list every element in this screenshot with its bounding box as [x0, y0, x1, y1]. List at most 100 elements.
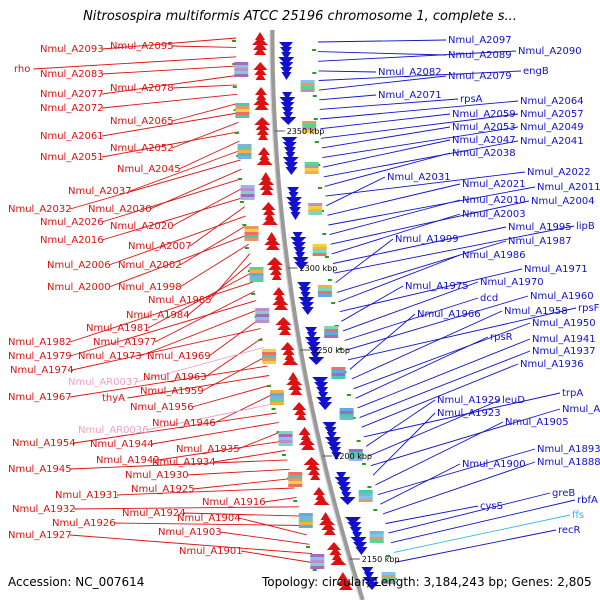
gene-label-right[interactable]: Nmul_A1900	[462, 459, 526, 470]
gene-label-left[interactable]: Nmul_A1934	[152, 457, 216, 468]
gene-label-right[interactable]: Nmul_A1970	[480, 277, 544, 288]
gene-label-left[interactable]: Nmul_A1935	[176, 444, 240, 455]
gene-label-right[interactable]: recR	[558, 525, 581, 536]
gene-label-left[interactable]: Nmul_A1931	[55, 490, 119, 501]
gene-label-right[interactable]: Nmul_A2041	[520, 136, 584, 147]
gene-label-right[interactable]: lipB	[576, 221, 595, 232]
gene-label-left[interactable]: Nmul_AR0036	[78, 425, 149, 436]
gene-label-right[interactable]: engB	[523, 66, 549, 77]
gene-label-left[interactable]: Nmul_A2030	[88, 204, 152, 215]
gene-label-left[interactable]: Nmul_A1974	[10, 365, 74, 376]
gene-label-right[interactable]: Nmul_A1999	[395, 234, 459, 245]
gene-label-right[interactable]: Nmul_A1958	[504, 306, 568, 317]
gene-label-left[interactable]: Nmul_A1930	[125, 470, 189, 481]
gene-label-left[interactable]: Nmul_A1985	[148, 295, 212, 306]
gene-label-right[interactable]: Nmul_A2064	[520, 96, 584, 107]
gene-label-right[interactable]: rpsR	[490, 332, 513, 343]
gene-label-left[interactable]: Nmul_A2000	[47, 282, 111, 293]
gene-label-left[interactable]: Nmul_A2051	[40, 152, 104, 163]
gene-label-right[interactable]: Nmul_A1936	[520, 359, 584, 370]
gene-label-left[interactable]: Nmul_A2045	[117, 164, 181, 175]
gene-label-left[interactable]: Nmul_A2002	[118, 260, 182, 271]
gene-label-left[interactable]: Nmul_A1946	[152, 418, 216, 429]
gene-label-right[interactable]: Nmul_A2089	[448, 50, 512, 61]
gene-label-right[interactable]: Nmul_A2022	[527, 167, 591, 178]
gene-label-right[interactable]: Nmul_A2049	[520, 122, 584, 133]
gene-label-right[interactable]: Nmul_A2038	[452, 148, 516, 159]
gene-label-right[interactable]: greB	[552, 488, 575, 499]
gene-label-left[interactable]: Nmul_A2020	[110, 221, 174, 232]
gene-label-left[interactable]: Nmul_A1956	[130, 402, 194, 413]
gene-label-left[interactable]: Nmul_A2095	[110, 41, 174, 52]
gene-label-right[interactable]: rbfA	[577, 495, 598, 506]
gene-label-left[interactable]: Nmul_A2052	[110, 143, 174, 154]
gene-label-left[interactable]: Nmul_A1973	[78, 351, 142, 362]
gene-label-left[interactable]: Nmul_A1903	[158, 527, 222, 538]
gene-label-left[interactable]: Nmul_A2016	[40, 235, 104, 246]
gene-label-left[interactable]: Nmul_A2061	[40, 131, 104, 142]
gene-label-right[interactable]: Nmul_A2082	[378, 67, 442, 78]
gene-label-right[interactable]: Nmul_A2059	[452, 109, 516, 120]
gene-label-right[interactable]: Nmul_A2071	[378, 90, 442, 101]
gene-label-left[interactable]: Nmul_A1954	[12, 438, 76, 449]
gene-label-left[interactable]: Nmul_A1963	[143, 372, 207, 383]
gene-label-left[interactable]: Nmul_A1932	[12, 504, 76, 515]
gene-label-left[interactable]: Nmul_A2037	[68, 186, 132, 197]
gene-label-left[interactable]: Nmul_A1984	[126, 310, 190, 321]
gene-label-left[interactable]: Nmul_A1982	[8, 337, 72, 348]
gene-label-left[interactable]: Nmul_A1942	[96, 455, 160, 466]
gene-label-left[interactable]: Nmul_A2093	[40, 44, 104, 55]
gene-label-right[interactable]: Nmul_A2090	[518, 46, 582, 57]
gene-label-left[interactable]: Nmul_A2077	[40, 89, 104, 100]
gene-label-right[interactable]: Nmul_A1941	[532, 334, 596, 345]
gene-label-left[interactable]: Nmul_A2065	[110, 116, 174, 127]
gene-label-left[interactable]: Nmul_A1967	[8, 392, 72, 403]
gene-label-right[interactable]: Nmul_A1960	[530, 291, 594, 302]
gene-label-right[interactable]: ffs	[572, 510, 584, 521]
gene-label-right[interactable]: Nmul_A2097	[448, 35, 512, 46]
gene-label-right[interactable]: Nmul_A1937	[532, 346, 596, 357]
gene-label-left[interactable]: Nmul_A1998	[118, 282, 182, 293]
gene-label-left[interactable]: Nmul_A1925	[131, 484, 195, 495]
gene-label-right[interactable]: Nmul_A2004	[531, 196, 595, 207]
gene-label-right[interactable]: Nmul_A2079	[448, 71, 512, 82]
gene-label-left[interactable]: Nmul_A2026	[40, 217, 104, 228]
gene-label-left[interactable]: Nmul_A2006	[47, 260, 111, 271]
gene-label-right[interactable]: Nmul_A1975	[405, 281, 469, 292]
gene-label-left[interactable]: Nmul_AR0037	[68, 377, 139, 388]
gene-label-left[interactable]: Nmul_A1977	[93, 337, 157, 348]
gene-label-right[interactable]: Nmul_A1971	[524, 264, 588, 275]
gene-label-left[interactable]: Nmul_A1927	[8, 530, 72, 541]
gene-label-right[interactable]: Nmul_A1908	[562, 404, 600, 415]
gene-label-left[interactable]: thyA	[102, 393, 125, 404]
gene-label-left[interactable]: Nmul_A1981	[86, 323, 150, 334]
gene-label-left[interactable]: Nmul_A1969	[147, 351, 211, 362]
gene-label-left[interactable]: Nmul_A2072	[40, 103, 104, 114]
gene-label-right[interactable]: Nmul_A2011	[537, 182, 600, 193]
gene-label-right[interactable]: rpsA	[460, 94, 483, 105]
gene-label-right[interactable]: Nmul_A1923	[437, 408, 501, 419]
gene-label-right[interactable]: Nmul_A1950	[532, 318, 596, 329]
gene-label-left[interactable]: Nmul_A1945	[8, 464, 72, 475]
gene-label-right[interactable]: Nmul_A2057	[520, 109, 584, 120]
gene-label-left[interactable]: rho	[14, 64, 30, 75]
gene-label-left[interactable]: Nmul_A1926	[52, 518, 116, 529]
gene-label-right[interactable]: Nmul_A2010	[462, 195, 526, 206]
gene-label-left[interactable]: Nmul_A2007	[128, 241, 192, 252]
gene-label-right[interactable]: leuD	[502, 395, 525, 406]
gene-label-right[interactable]: Nmul_A1966	[417, 309, 481, 320]
gene-label-right[interactable]: Nmul_A1987	[508, 236, 572, 247]
gene-label-left[interactable]: Nmul_A1901	[179, 546, 243, 557]
gene-label-right[interactable]: Nmul_A2047	[452, 135, 516, 146]
gene-label-left[interactable]: Nmul_A1924	[122, 508, 186, 519]
gene-label-right[interactable]: trpA	[562, 388, 583, 399]
gene-label-right[interactable]: Nmul_A1995	[508, 222, 572, 233]
gene-label-right[interactable]: rpsF	[578, 303, 600, 314]
gene-label-right[interactable]: Nmul_A1986	[462, 250, 526, 261]
gene-label-left[interactable]: Nmul_A1979	[8, 351, 72, 362]
gene-label-right[interactable]: Nmul_A1929	[437, 395, 501, 406]
gene-label-right[interactable]: Nmul_A2031	[387, 172, 451, 183]
gene-label-right[interactable]: Nmul_A1905	[505, 417, 569, 428]
gene-label-right[interactable]: Nmul_A1888	[537, 457, 600, 468]
gene-label-right[interactable]: Nmul_A1893	[537, 444, 600, 455]
